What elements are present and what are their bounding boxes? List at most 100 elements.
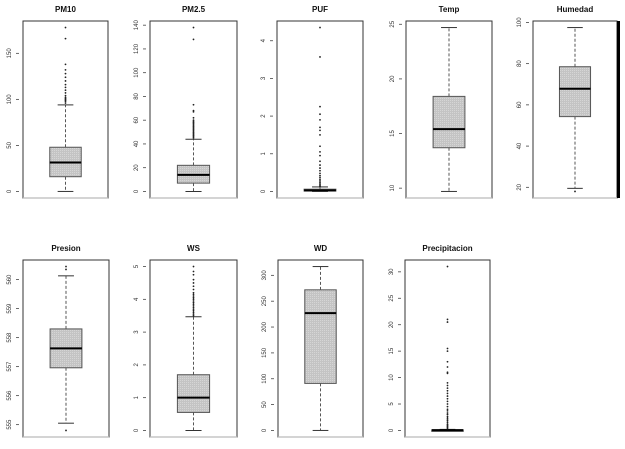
outlier-point <box>319 164 321 166</box>
y-tick-label: 60 <box>134 116 140 123</box>
iqr-box <box>558 66 592 118</box>
y-tick-label: 0 <box>134 428 140 432</box>
outlier-point <box>64 69 67 71</box>
outlier-point <box>446 418 449 421</box>
y-tick-label: 120 <box>134 43 140 54</box>
y-tick-label: 50 <box>262 401 268 408</box>
outlier-point <box>446 400 449 403</box>
outlier-point <box>65 268 67 271</box>
outlier-point <box>65 265 67 268</box>
y-tick-label: 5 <box>389 402 395 406</box>
outlier-point <box>64 102 67 104</box>
outlier-point <box>64 89 67 92</box>
outlier-point <box>192 306 195 309</box>
outlier-point <box>446 384 449 387</box>
y-tick-label: 5 <box>134 264 140 268</box>
outlier-point <box>446 347 449 350</box>
outlier-point <box>319 134 321 136</box>
y-tick-label: 80 <box>517 60 523 67</box>
y-tick-label: 150 <box>262 347 268 358</box>
y-tick-label: 40 <box>517 142 523 149</box>
y-tick-label: 2 <box>261 114 267 118</box>
outlier-point <box>446 389 449 392</box>
outlier-point <box>64 63 67 66</box>
outlier-point <box>446 405 449 408</box>
y-tick-label: 555 <box>7 419 13 430</box>
outlier-point <box>192 298 195 301</box>
y-tick-label: 0 <box>262 428 268 432</box>
boxplot-panel-precipitacion: Precipitacion 0 5 10 15 20 25 30 <box>389 244 491 438</box>
outlier-point <box>319 126 321 129</box>
outlier-point <box>446 397 449 400</box>
outlier-point <box>319 174 321 177</box>
panel-title: PM10 <box>55 5 76 14</box>
y-tick-label: 1 <box>134 395 140 399</box>
outlier-point <box>64 94 67 97</box>
y-tick-label: 25 <box>390 20 396 27</box>
outlier-point <box>192 270 195 273</box>
outlier-point <box>319 154 321 157</box>
outlier-point <box>446 265 449 268</box>
y-tick-label: 15 <box>390 130 396 137</box>
outlier-point <box>192 304 195 307</box>
y-tick-label: 0 <box>261 189 267 193</box>
outlier-point <box>64 83 67 86</box>
outlier-point <box>319 183 321 185</box>
outlier-point <box>446 413 449 416</box>
panel-title: WS <box>187 244 201 253</box>
outlier-point <box>446 412 449 414</box>
y-tick-label: 15 <box>389 347 395 354</box>
y-tick-label: 20 <box>390 75 396 82</box>
panel-title: WD <box>314 244 328 253</box>
y-tick-label: 25 <box>389 294 395 301</box>
y-tick-label: 80 <box>134 92 140 99</box>
outlier-point <box>319 145 321 148</box>
outlier-point <box>64 92 67 94</box>
panel-title: PUF <box>312 5 328 14</box>
outlier-point <box>192 278 195 281</box>
outlier-point <box>192 303 195 306</box>
y-tick-label: 50 <box>7 141 13 148</box>
outlier-point <box>192 313 195 315</box>
y-tick-label: 300 <box>262 270 268 281</box>
iqr-box <box>432 95 466 149</box>
y-tick-label: 0 <box>389 428 395 432</box>
y-tick-label: 10 <box>389 374 395 381</box>
outlier-point <box>446 318 449 321</box>
y-tick-label: 140 <box>134 20 140 31</box>
outlier-point <box>192 311 195 314</box>
outlier-point <box>446 403 449 405</box>
boxplot-panel-presion: Presion 555 556 557 558 559 560 <box>7 244 110 438</box>
outlier-point <box>192 314 195 317</box>
outlier-point <box>192 309 195 312</box>
outlier-point <box>192 282 195 284</box>
outlier-point <box>192 285 195 288</box>
outlier-point <box>319 172 321 175</box>
outlier-point <box>319 56 321 58</box>
outlier-point <box>192 116 195 119</box>
y-tick-label: 150 <box>7 48 13 59</box>
outlier-point <box>319 179 321 182</box>
y-tick-label: 100 <box>134 67 140 78</box>
boxplot-panel-wd: WD 0 50 100 150 200 250 300 <box>262 244 364 438</box>
y-tick-label: 200 <box>262 321 268 332</box>
outlier-point <box>64 76 67 79</box>
outlier-point <box>446 408 449 411</box>
outlier-point <box>446 395 449 397</box>
outlier-point <box>319 26 321 29</box>
y-tick-label: 4 <box>134 297 140 301</box>
boxplot-panel-humedad: Humedad 20 40 60 80 100 <box>517 5 618 199</box>
outlier-point <box>446 366 449 368</box>
y-tick-label: 250 <box>262 296 268 307</box>
y-tick-label: 3 <box>134 330 140 334</box>
outlier-point <box>319 181 321 184</box>
boxplot-panel-ws: WS 0 1 2 3 4 5 <box>134 244 238 438</box>
outlier-point <box>192 26 195 29</box>
outlier-point <box>446 415 449 418</box>
y-tick-label: 0 <box>134 189 140 193</box>
y-tick-label: 557 <box>7 361 13 372</box>
outlier-point <box>319 178 321 181</box>
outlier-point <box>319 169 321 172</box>
outlier-point <box>192 273 195 276</box>
